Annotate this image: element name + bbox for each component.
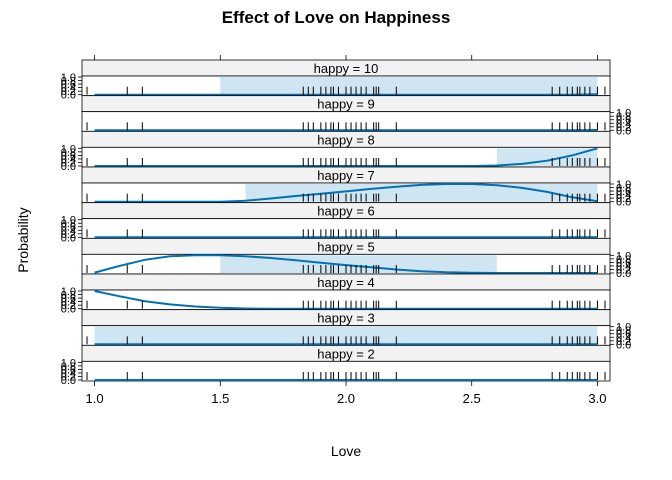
panel-strip-label: happy = 2 bbox=[317, 346, 374, 361]
y-tick-label: 0.4 bbox=[616, 332, 631, 344]
x-axis-label: Love bbox=[331, 443, 362, 459]
y-tick-label: 1.0 bbox=[616, 179, 631, 191]
y-tick-label: 0.0 bbox=[616, 339, 631, 351]
y-tick-label: 0.4 bbox=[616, 261, 631, 273]
y-tick-label: 1.0 bbox=[61, 215, 76, 227]
x-tick-label: 1.5 bbox=[211, 391, 229, 406]
y-tick-label: 1.0 bbox=[61, 72, 76, 84]
y-tick-label: 0.2 bbox=[61, 229, 76, 241]
x-tick-label: 2.5 bbox=[463, 391, 481, 406]
y-tick-label: 0.0 bbox=[61, 161, 76, 173]
x-axis: 1.0 1.5 2.0 2.5 3.0 bbox=[86, 55, 606, 406]
y-tick-label: 0.8 bbox=[616, 183, 631, 195]
y-tick-label: 0.0 bbox=[616, 268, 631, 280]
y-tick-label: 0.4 bbox=[61, 154, 76, 166]
x-tick-label: 2.0 bbox=[337, 391, 355, 406]
panel-strip-label: happy = 5 bbox=[317, 239, 374, 254]
y-tick-label: 0.0 bbox=[61, 304, 76, 316]
y-tick-label: 1.0 bbox=[616, 108, 631, 120]
y-tick-label: 0.6 bbox=[61, 150, 76, 162]
confidence-band bbox=[245, 184, 598, 202]
y-tick-label: 0.8 bbox=[616, 254, 631, 266]
y-tick-label: 1.0 bbox=[61, 286, 76, 298]
panel-9: happy = 2 0.00.20.40.60.81.0 bbox=[61, 344, 611, 387]
panel-2: happy = 9 0.00.20.40.60.81.0 bbox=[81, 95, 631, 137]
y-tick-label: 0.8 bbox=[61, 147, 76, 159]
y-tick-label: 0.4 bbox=[61, 225, 76, 237]
y-tick-label: 0.4 bbox=[61, 83, 76, 95]
y-tick-label: 0.4 bbox=[61, 297, 76, 309]
y-tick-label: 1.0 bbox=[616, 250, 631, 262]
panel-1: happy = 10 0.00.20.40.60.81.0 bbox=[61, 59, 611, 102]
y-tick-label: 0.6 bbox=[616, 257, 631, 269]
panel-6: happy = 5 0.00.20.40.60.81.0 bbox=[81, 237, 631, 280]
y-tick-label: 0.8 bbox=[61, 361, 76, 373]
panel-strip-label: happy = 3 bbox=[317, 311, 374, 326]
panel-strip-label: happy = 7 bbox=[317, 168, 374, 183]
y-tick-label: 0.2 bbox=[616, 264, 631, 276]
y-tick-label: 0.2 bbox=[61, 300, 76, 312]
panel-strip-label: happy = 10 bbox=[314, 61, 379, 76]
panel-7: happy = 4 0.00.20.40.60.81.0 bbox=[61, 273, 611, 316]
series-line bbox=[94, 183, 598, 203]
panel-strip-label: happy = 6 bbox=[317, 204, 374, 219]
y-tick-label: 0.8 bbox=[616, 325, 631, 337]
panel-strip-label: happy = 9 bbox=[317, 97, 374, 112]
y-tick-label: 0.0 bbox=[616, 125, 631, 137]
y-tick-label: 0.0 bbox=[61, 232, 76, 244]
y-tick-label: 1.0 bbox=[61, 357, 76, 369]
x-tick-label: 3.0 bbox=[588, 391, 606, 406]
y-tick-label: 0.6 bbox=[61, 79, 76, 91]
confidence-band bbox=[220, 77, 598, 95]
confidence-band bbox=[496, 148, 598, 166]
y-tick-label: 0.4 bbox=[616, 190, 631, 202]
y-tick-label: 0.2 bbox=[61, 371, 76, 383]
y-tick-label: 0.6 bbox=[61, 364, 76, 376]
y-tick-label: 0.2 bbox=[61, 157, 76, 169]
y-tick-label: 0.6 bbox=[616, 115, 631, 127]
y-tick-label: 0.2 bbox=[616, 122, 631, 134]
y-tick-label: 0.8 bbox=[61, 290, 76, 302]
y-tick-label: 0.8 bbox=[616, 111, 631, 123]
panel-strip-label: happy = 8 bbox=[317, 132, 374, 147]
y-tick-label: 0.4 bbox=[61, 368, 76, 380]
y-tick-label: 0.4 bbox=[616, 118, 631, 130]
y-tick-label: 0.6 bbox=[616, 186, 631, 198]
series-line bbox=[94, 290, 598, 310]
panel-5: happy = 6 0.00.20.40.60.81.0 bbox=[61, 202, 611, 244]
chart-title: Effect of Love on Happiness bbox=[222, 8, 451, 27]
confidence-band bbox=[94, 326, 598, 345]
panel-8: happy = 3 0.00.20.40.60.81.0 bbox=[81, 309, 631, 351]
y-tick-label: 1.0 bbox=[616, 322, 631, 334]
y-tick-label: 0.6 bbox=[61, 222, 76, 234]
y-tick-label: 0.0 bbox=[61, 90, 76, 102]
x-tick-label: 1.0 bbox=[86, 391, 104, 406]
y-tick-label: 0.0 bbox=[61, 375, 76, 387]
panel-strip-label: happy = 4 bbox=[317, 275, 374, 290]
y-tick-label: 0.8 bbox=[61, 218, 76, 230]
y-axis-label: Probability bbox=[15, 207, 31, 272]
y-tick-label: 0.2 bbox=[61, 86, 76, 98]
y-tick-label: 0.8 bbox=[61, 76, 76, 88]
y-tick-label: 0.6 bbox=[616, 329, 631, 341]
y-tick-label: 0.2 bbox=[616, 336, 631, 348]
y-tick-label: 0.0 bbox=[616, 197, 631, 209]
y-tick-label: 0.2 bbox=[616, 193, 631, 205]
y-tick-label: 1.0 bbox=[61, 143, 76, 155]
panel-3: happy = 8 0.00.20.40.60.81.0 bbox=[61, 130, 611, 173]
panel-4: happy = 7 0.00.20.40.60.81.0 bbox=[81, 166, 631, 209]
y-tick-label: 0.6 bbox=[61, 293, 76, 305]
